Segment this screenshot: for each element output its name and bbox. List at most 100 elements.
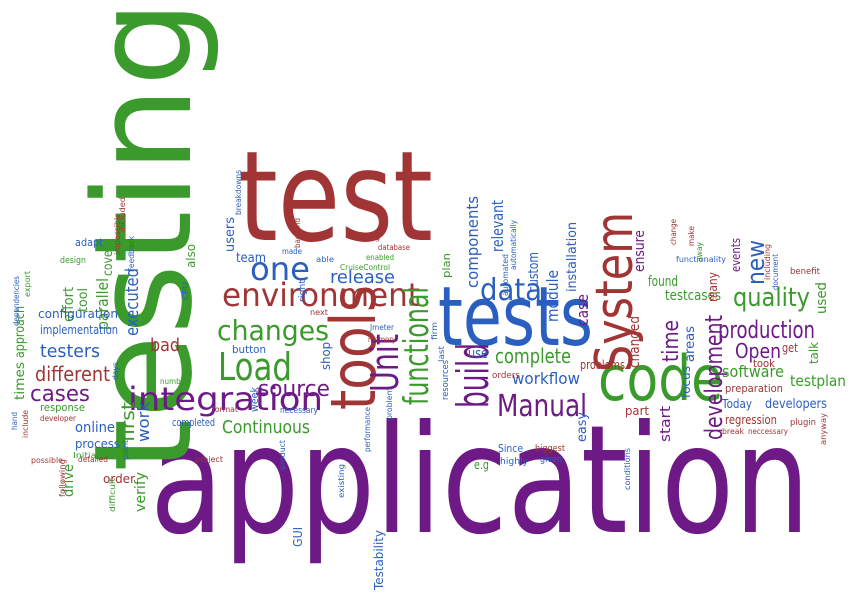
word: CruiseControl	[340, 263, 390, 272]
word: developers	[765, 397, 827, 412]
word: automated	[501, 254, 510, 296]
word: also	[184, 244, 198, 268]
word: existing	[337, 464, 346, 498]
word: approach	[13, 306, 28, 358]
word: installation	[565, 222, 580, 292]
word: System	[585, 212, 645, 372]
word: firm	[430, 322, 439, 340]
word: easy	[575, 412, 590, 442]
word: Initial	[73, 451, 99, 460]
word: cases	[30, 382, 90, 407]
word: first	[118, 402, 139, 442]
word: bad	[150, 335, 180, 356]
word: application	[150, 394, 810, 568]
word: used	[814, 282, 830, 314]
word: resources	[441, 360, 451, 400]
word: last	[437, 346, 446, 362]
word: given	[540, 455, 562, 465]
word: Load	[218, 345, 292, 389]
word: anyway	[819, 413, 828, 445]
word: took	[753, 357, 776, 370]
word: problems	[580, 358, 625, 372]
word: start	[658, 405, 674, 442]
word: export	[23, 271, 32, 297]
word: design	[60, 256, 86, 266]
word: database	[378, 243, 410, 252]
word: made	[282, 247, 302, 256]
word: preparation	[725, 382, 783, 395]
word: including	[763, 244, 772, 280]
word: regression	[725, 413, 777, 427]
word: developer	[40, 414, 77, 423]
word: tests	[438, 270, 593, 365]
word: Continuous	[222, 417, 310, 438]
word: implementation	[40, 323, 118, 337]
word: number	[160, 377, 189, 386]
word: parallel	[93, 278, 112, 330]
word: next	[310, 308, 328, 317]
word: necessary	[280, 406, 319, 416]
word: relevant	[488, 200, 507, 252]
word: point	[121, 440, 130, 460]
word: Unit	[363, 334, 407, 392]
word: changed	[627, 316, 643, 368]
word: automatically	[509, 220, 518, 270]
word: changes	[217, 314, 329, 347]
word: software	[722, 362, 784, 381]
word: button	[232, 343, 266, 356]
word: verify	[133, 472, 149, 512]
word: Feedback	[127, 236, 136, 272]
word: events	[729, 238, 743, 272]
word: functionality	[676, 255, 726, 264]
word: highly	[500, 457, 529, 467]
word: complete	[495, 344, 571, 368]
word: get	[782, 341, 798, 355]
word: time	[659, 320, 684, 362]
word: new	[742, 240, 770, 285]
word: module	[543, 270, 562, 322]
word: right	[298, 280, 308, 302]
word: enabled	[366, 253, 394, 262]
word: custom	[526, 252, 542, 292]
word: Testability	[372, 530, 386, 591]
word: users	[223, 217, 238, 252]
word: executed	[122, 268, 143, 336]
word: difficult	[108, 478, 117, 512]
word: performance	[363, 407, 372, 452]
word: completed	[172, 416, 215, 429]
word: components	[463, 196, 482, 288]
word: adapt	[75, 236, 104, 249]
word: found	[648, 274, 678, 290]
word: neccessary	[748, 427, 788, 436]
word: testplan	[790, 372, 846, 390]
word: use	[468, 346, 488, 362]
word: breakdowns	[234, 170, 243, 215]
word: areas	[683, 326, 698, 362]
word: impossible	[113, 213, 122, 255]
word: environment	[222, 276, 420, 314]
word: configuration	[38, 307, 118, 321]
word: format	[212, 405, 238, 414]
word: conditions	[623, 448, 632, 490]
word: change	[669, 219, 678, 245]
word: build	[448, 343, 499, 408]
word: Manual	[497, 389, 587, 424]
word: testing	[65, 0, 222, 472]
word: times	[13, 362, 28, 400]
word: logging	[352, 233, 380, 242]
word: one	[250, 250, 310, 288]
word: product	[278, 440, 287, 470]
word: order	[103, 472, 135, 486]
word: development	[700, 315, 728, 440]
word: Jmeter	[369, 323, 395, 332]
word: Open	[735, 339, 781, 363]
word: biggest	[535, 444, 565, 454]
word: process	[75, 437, 120, 451]
word: talk	[807, 342, 821, 364]
word: release	[330, 267, 395, 288]
word: project	[195, 455, 223, 464]
word: break	[722, 427, 744, 436]
word: document	[771, 254, 780, 290]
word: different	[35, 362, 110, 386]
